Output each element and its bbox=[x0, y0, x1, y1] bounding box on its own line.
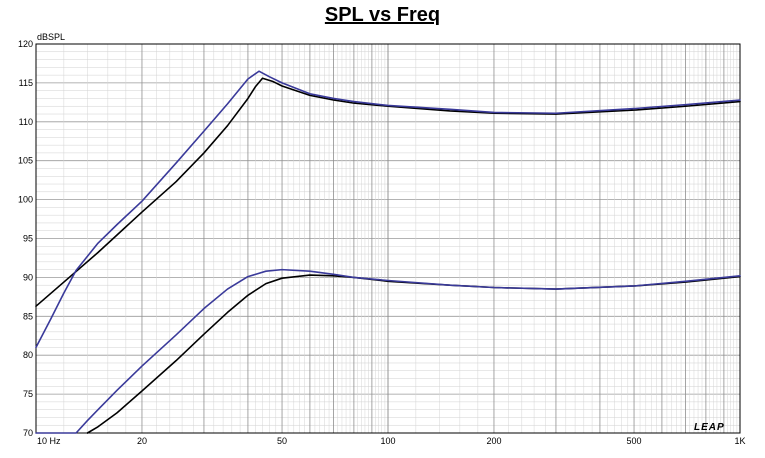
y-tick-label: 100 bbox=[18, 195, 33, 205]
leap-logo: LEAP bbox=[694, 422, 725, 433]
x-tick-label: 100 bbox=[380, 436, 395, 446]
y-tick-label: 85 bbox=[23, 311, 33, 321]
x-tick-label: 1K bbox=[734, 436, 745, 446]
y-tick-label: 75 bbox=[23, 389, 33, 399]
x-tick-label: 200 bbox=[486, 436, 501, 446]
grid bbox=[35, 43, 741, 434]
x-tick-label: 50 bbox=[277, 436, 287, 446]
x-tick-label: 10 Hz bbox=[37, 436, 61, 446]
series-line-3 bbox=[86, 274, 741, 434]
y-tick-label: 105 bbox=[18, 156, 33, 166]
x-tick-labels: 10 Hz 20 50 100 200 500 1K bbox=[37, 436, 746, 446]
y-axis-label: dBSPL bbox=[37, 32, 65, 42]
y-tick-label: 95 bbox=[23, 234, 33, 244]
y-tick-label: 120 bbox=[18, 39, 33, 49]
x-tick-label: 20 bbox=[137, 436, 147, 446]
chart-title: SPL vs Freq bbox=[324, 4, 441, 26]
series-line-2 bbox=[35, 70, 741, 349]
y-tick-label: 70 bbox=[23, 428, 33, 438]
y-tick-label: 115 bbox=[19, 78, 33, 88]
series-line-4 bbox=[35, 268, 741, 434]
x-tick-label: 500 bbox=[627, 436, 642, 446]
y-tick-label: 110 bbox=[19, 117, 33, 127]
plot-frame bbox=[35, 43, 741, 434]
y-tick-label: 90 bbox=[23, 272, 33, 282]
y-tick-label: 80 bbox=[23, 350, 33, 360]
series-group bbox=[35, 70, 741, 434]
y-tick-labels: 70 75 80 85 90 95 100 105 110 115 120 bbox=[18, 39, 33, 438]
